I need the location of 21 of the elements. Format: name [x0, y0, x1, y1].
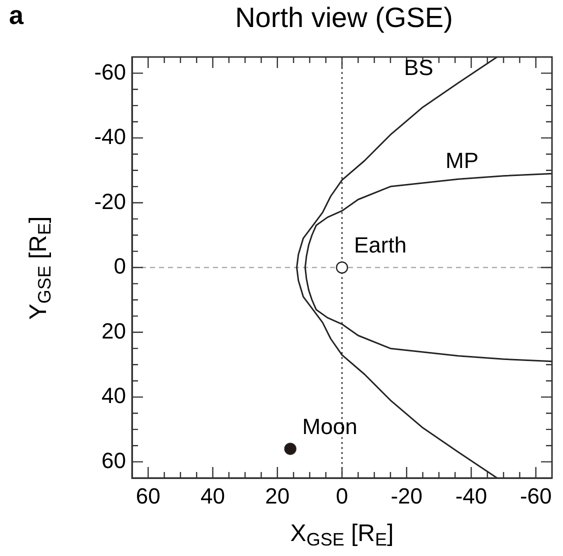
y-tick-label: -40 [94, 124, 126, 150]
y-tick-label: -60 [94, 59, 126, 84]
text: a [9, 0, 24, 31]
x-tick-label: -20 [390, 483, 423, 508]
series-label: Moon [302, 414, 358, 439]
series-label: BS [404, 54, 434, 80]
y-tick-label: 40 [102, 383, 126, 408]
x-tick-label: 40 [200, 483, 226, 508]
series-label: Earth [354, 232, 407, 258]
x-tick-label: 0 [336, 483, 348, 508]
series-label: MP [446, 148, 479, 173]
x-tick-label: 60 [136, 483, 160, 508]
x-tick-label: 20 [265, 483, 290, 508]
y-tick-label: -20 [94, 188, 126, 214]
x-tick-label: -40 [455, 483, 488, 508]
y-tick-label: 0 [114, 254, 126, 279]
x-axis-title: X$_{GSE}$ [R$_{E}$] [290, 520, 394, 550]
x-tick-label: -60 [520, 483, 552, 508]
chart-title: North view (GSE) [235, 2, 453, 34]
y-tick-label: 60 [102, 448, 126, 473]
y-tick-label: 20 [102, 318, 126, 344]
